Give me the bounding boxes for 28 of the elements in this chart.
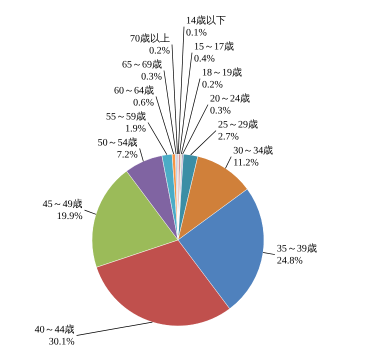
slice-label: 40～44歳 [34,323,75,336]
data-label: 1.9% [125,123,146,134]
data-label: 7.2% [116,149,138,160]
slice-label: 50～54歳 [98,136,138,148]
data-label: 0.2% [149,45,170,56]
slice-label: 20～24歳 [210,92,250,105]
slice-label: 15～17歳 [194,40,234,53]
data-label: 30.1% [48,336,75,348]
slice-label: 35～39歳 [276,242,317,255]
slice-label: 65～69歳 [122,58,162,70]
data-label: 0.3% [141,71,162,82]
slice-label: 25～29歳 [218,118,258,131]
data-label: 24.8% [276,256,303,267]
data-label: 0.3% [210,106,231,117]
data-label: 0.2% [202,80,223,91]
slice-label: 60～64歳 [114,84,154,96]
data-label: 0.1% [186,28,207,39]
data-label: 0.4% [194,54,215,65]
slice-label: 55～59歳 [106,110,146,122]
slice-label: 18～19歳 [202,66,242,79]
slice-label: 45～49歳 [42,198,83,210]
data-label: 11.2% [233,158,259,169]
data-label: 19.9% [56,211,83,222]
slice-label: 70歳以上 [130,32,170,44]
slice-label: 30～34歳 [233,144,274,157]
slice-label: 14歳以下 [186,14,226,27]
data-label: 2.7% [218,132,239,143]
data-label: 0.6% [133,97,154,108]
